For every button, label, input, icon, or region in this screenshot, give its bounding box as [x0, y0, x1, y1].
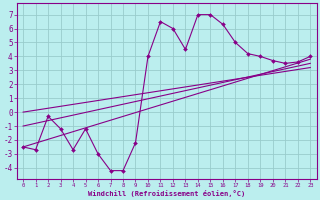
X-axis label: Windchill (Refroidissement éolien,°C): Windchill (Refroidissement éolien,°C): [88, 190, 245, 197]
